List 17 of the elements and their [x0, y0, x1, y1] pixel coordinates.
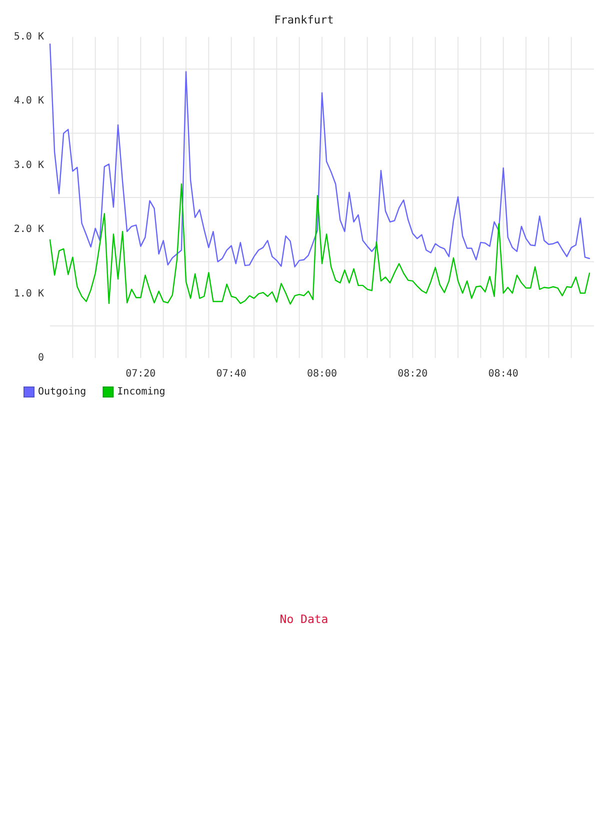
- x-tick-label: 08:00: [306, 368, 338, 380]
- x-tick-label: 07:20: [126, 368, 156, 380]
- line-series: [49, 183, 590, 305]
- x-tick-label: 07:40: [216, 368, 246, 380]
- legend-label: Outgoing: [38, 386, 86, 398]
- y-tick-label: 0: [38, 352, 44, 364]
- y-tick-label: 3.0 K: [14, 160, 44, 171]
- line-series: [49, 43, 590, 268]
- x-tick-label: 08:40: [488, 368, 518, 380]
- x-tick-label: 08:20: [398, 368, 428, 380]
- y-tick-label: 4.0 K: [14, 96, 44, 107]
- legend-label: Incoming: [117, 386, 166, 398]
- text: No Data: [280, 612, 328, 626]
- y-tick-label: 2.0 K: [14, 224, 44, 236]
- y-tick-label: 1.0 K: [14, 288, 44, 300]
- chart-title: Frankfurt: [274, 14, 334, 26]
- y-tick-label: 5.0 K: [14, 32, 44, 42]
